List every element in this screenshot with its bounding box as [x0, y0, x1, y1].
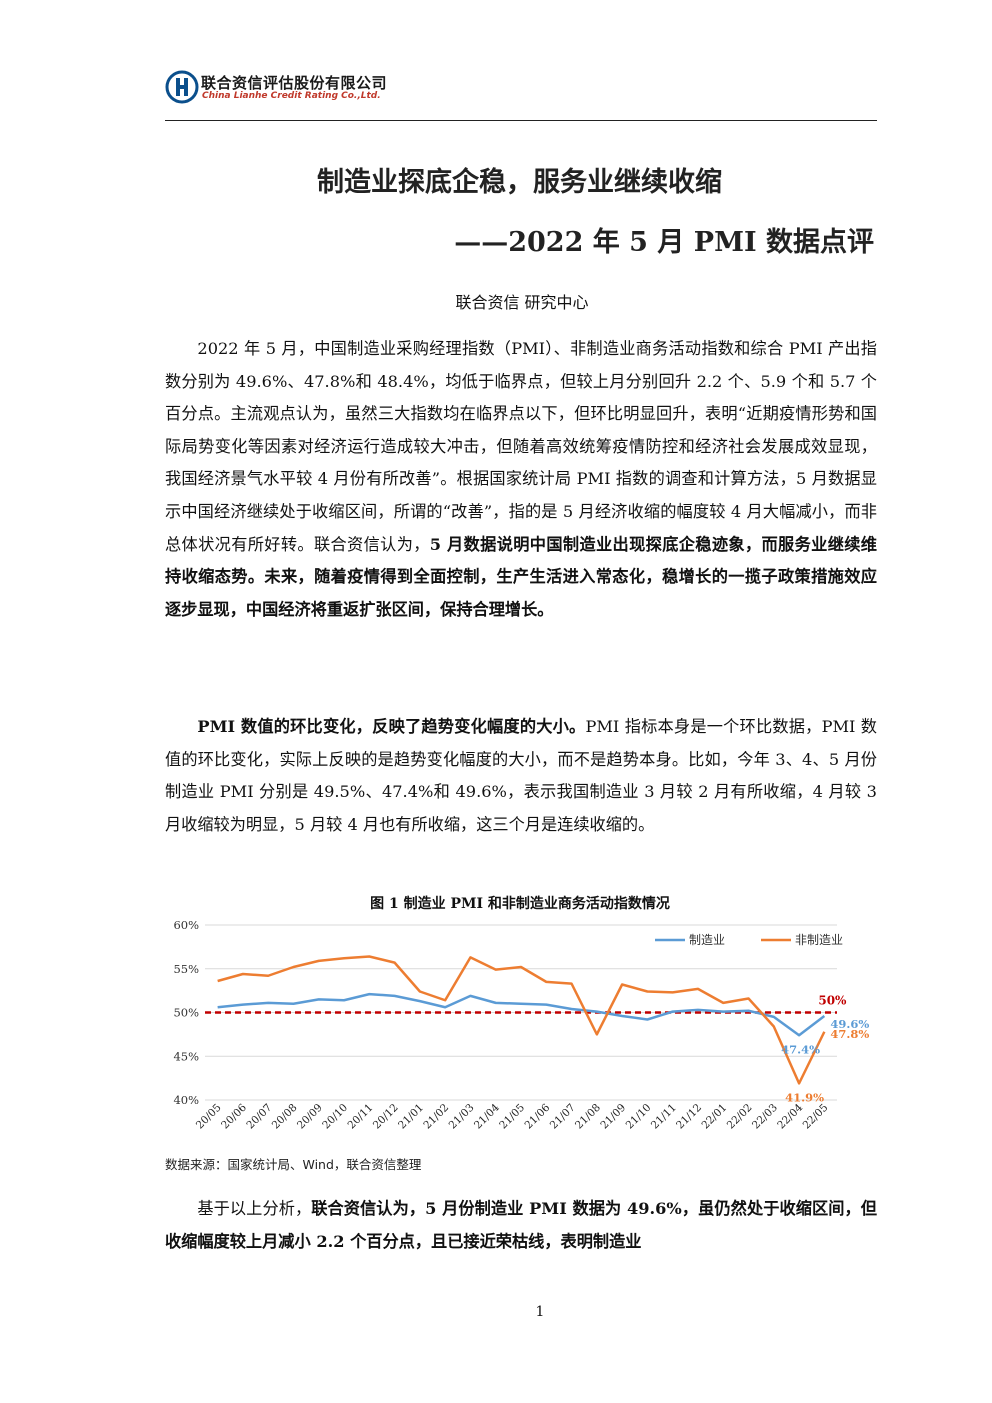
reference-line-label: 50%	[818, 994, 847, 1008]
x-tick-label: 20/09	[295, 1102, 325, 1132]
pmi-line-chart: 40% 45% 50% 55% 60% 20/05 20/06 20/07 20/08 20/09…	[165, 912, 877, 1152]
x-tick-label: 21/05	[497, 1102, 527, 1132]
x-tick-label: 21/09	[598, 1102, 628, 1132]
x-tick-label: 20/06	[219, 1101, 249, 1131]
paragraph-analysis-text: 基于以上分析，	[197, 1199, 312, 1218]
data-label: 47.8%	[830, 1027, 869, 1041]
company-name-cn: 联合资信评估股份有限公司	[201, 74, 388, 92]
data-label: 49.6%	[830, 1017, 869, 1031]
x-tick-label: 20/10	[320, 1102, 350, 1132]
page-header: 联合资信评估股份有限公司 China Lianhe Credit Rating …	[165, 66, 877, 122]
x-tick-label: 20/08	[270, 1102, 300, 1132]
paragraph-intro: 2022 年 5 月，中国制造业采购经理指数（PMI）、非制造业商务活动指数和综…	[165, 333, 877, 626]
x-tick-label: 21/02	[421, 1102, 451, 1132]
x-tick-label: 22/01	[699, 1102, 729, 1132]
data-source-note: 数据来源：国家统计局、Wind，联合资信整理	[165, 1157, 422, 1172]
x-tick-label: 21/07	[548, 1102, 578, 1132]
paragraph-analysis-conclusion: 联合资信认为，5 月份制造业 PMI 数据为 49.6%，虽仍然处于收缩区间，但…	[165, 1199, 877, 1251]
y-tick-label: 40%	[173, 1093, 199, 1107]
paragraph-pmi-text: PMI 指标本身是一个环比数据，PMI 数值的环比变化，实际上反映的是趋势变化幅…	[165, 717, 877, 834]
company-logo-icon	[165, 70, 199, 104]
x-tick-label: 21/12	[674, 1102, 704, 1132]
figure-caption: 图 1 制造业 PMI 和非制造业商务活动指数情况	[370, 896, 670, 912]
data-label: 41.9%	[785, 1090, 824, 1104]
paragraph-intro-conclusion: 5 月数据说明中国制造业出现探底企稳迹象，而服务业继续维持收缩态势。未来，随着疫…	[165, 534, 877, 619]
y-tick-label: 50%	[173, 1006, 199, 1020]
paragraph-pmi-lead: PMI 数值的环比变化，反映了趋势变化幅度的大小。	[197, 717, 586, 736]
paragraph-analysis: 基于以上分析，联合资信认为，5 月份制造业 PMI 数据为 49.6%，虽仍然处…	[165, 1193, 877, 1258]
x-tick-label: 21/08	[573, 1102, 603, 1132]
x-tick-label: 21/06	[523, 1101, 553, 1131]
y-tick-label: 45%	[173, 1049, 199, 1063]
company-name-en: China Lianhe Credit Rating Co.,Ltd.	[202, 91, 381, 101]
series-line-manufacturing	[217, 992, 826, 1037]
y-tick-label: 55%	[173, 962, 199, 976]
x-tick-label: 21/01	[396, 1102, 426, 1132]
x-tick-label: 22/03	[750, 1102, 780, 1132]
document-subtitle: ——2022 年 5 月 PMI 数据点评	[454, 227, 874, 258]
x-tick-label: 20/12	[371, 1102, 401, 1132]
x-tick-label: 21/10	[624, 1102, 654, 1132]
data-label: 47.4%	[781, 1042, 820, 1056]
x-tick-label: 21/11	[649, 1102, 679, 1132]
pmi-chart-svg: 40%45%50%55%60%20/0520/0620/0720/0820/09…	[173, 918, 869, 1132]
x-tick-label: 22/04	[775, 1101, 805, 1131]
paragraph-pmi-explanation: PMI 数值的环比变化，反映了趋势变化幅度的大小。PMI 指标本身是一个环比数据…	[165, 711, 877, 841]
x-tick-label: 20/07	[244, 1102, 274, 1132]
y-tick-label: 60%	[173, 918, 199, 932]
x-tick-label: 21/03	[447, 1102, 477, 1132]
x-tick-label: 22/02	[725, 1102, 755, 1132]
page-number: 1	[535, 1304, 545, 1320]
series-line-non-manufacturing	[217, 955, 826, 1085]
legend-label: 制造业	[689, 933, 725, 947]
x-tick-label: 22/05	[801, 1102, 831, 1132]
author-line: 联合资信 研究中心	[455, 293, 589, 312]
header-divider	[165, 120, 877, 121]
paragraph-intro-text: 2022 年 5 月，中国制造业采购经理指数（PMI）、非制造业商务活动指数和综…	[165, 339, 877, 554]
x-tick-label: 20/11	[346, 1102, 376, 1132]
legend-label: 非制造业	[795, 933, 843, 947]
x-tick-label: 21/04	[472, 1101, 502, 1131]
document-title: 制造业探底企稳，服务业继续收缩	[317, 167, 722, 198]
